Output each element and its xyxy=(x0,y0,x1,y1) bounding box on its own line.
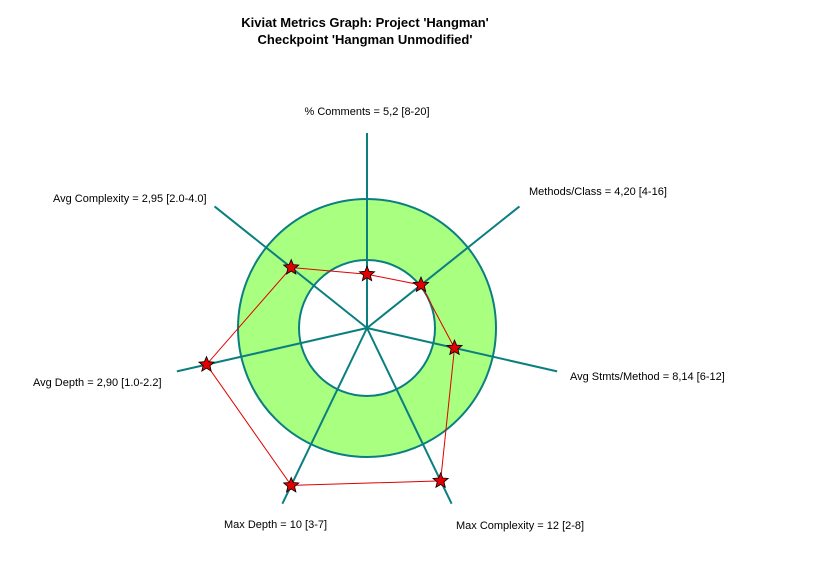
threshold-band xyxy=(237,198,497,458)
axis-line xyxy=(281,327,368,505)
chart-subtitle: Checkpoint 'Hangman Unmodified' xyxy=(257,32,473,47)
axis-label: Max Depth = 10 [3-7] xyxy=(224,519,327,531)
data-point-star xyxy=(445,338,464,356)
axis-label: Avg Depth = 2,90 [1.0-2.2] xyxy=(33,377,162,389)
axis-line xyxy=(366,327,453,505)
chart-title-block: Kiviat Metrics Graph: Project 'Hangman' … xyxy=(0,14,730,48)
axis-line xyxy=(366,205,521,329)
data-point-star xyxy=(432,471,450,489)
chart-title: Kiviat Metrics Graph: Project 'Hangman' xyxy=(241,15,489,30)
data-point-star xyxy=(412,275,430,293)
axis-label: Max Complexity = 12 [2-8] xyxy=(456,520,584,532)
axis-label: Avg Stmts/Method = 8,14 [6-12] xyxy=(570,371,725,383)
axis-label: Avg Complexity = 2,95 [2.0-4.0] xyxy=(53,193,207,205)
axis-label: % Comments = 5,2 [8-20] xyxy=(304,106,429,118)
axis-line xyxy=(366,327,558,373)
metrics-polygon xyxy=(205,266,456,486)
data-point-star xyxy=(282,258,300,275)
data-point-star xyxy=(282,476,300,493)
axis-label: Methods/Class = 4,20 [4-16] xyxy=(529,186,667,198)
data-point-star xyxy=(197,355,216,372)
data-point-star xyxy=(358,265,376,282)
